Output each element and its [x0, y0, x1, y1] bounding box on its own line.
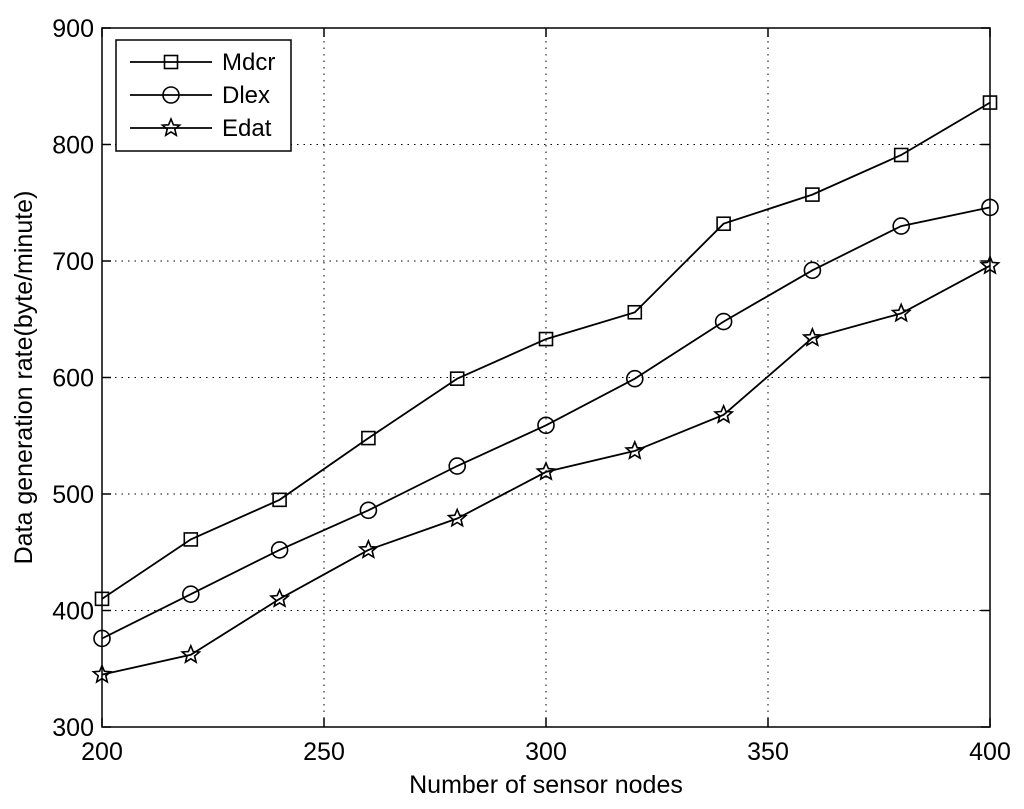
- data-point-dlex: [803, 261, 822, 280]
- data-point-mdcr: [716, 216, 731, 232]
- y-tick-label: 400: [52, 598, 94, 626]
- series-line-edat: [101, 264, 991, 676]
- axis-ticks: 200 250 300 350 400 300 400 500 600 700 800 900: [52, 15, 1011, 766]
- x-tick-label: 200: [81, 738, 123, 766]
- x-tick-label: 350: [747, 738, 789, 766]
- data-point-edat: [180, 643, 202, 664]
- data-point-mdcr: [183, 532, 199, 547]
- legend-label-dlex: Dlex: [222, 82, 270, 109]
- y-tick-label: 700: [52, 248, 94, 276]
- data-point-edat: [801, 326, 824, 347]
- data-point-mdcr: [805, 187, 820, 202]
- data-point-dlex: [448, 457, 467, 475]
- data-point-dlex: [270, 541, 289, 559]
- y-tick-label: 900: [52, 15, 94, 43]
- data-point-dlex: [625, 369, 644, 388]
- legend-label-edat: Edat: [222, 115, 272, 142]
- data-point-mdcr: [272, 492, 287, 508]
- data-point-mdcr: [449, 371, 465, 386]
- y-tick-label: 300: [52, 714, 94, 742]
- data-point-mdcr: [627, 304, 643, 320]
- x-tick-label: 400: [969, 738, 1011, 766]
- series-line-dlex: [101, 206, 991, 640]
- series-dlex: [93, 198, 999, 648]
- data-point-edat: [446, 507, 468, 528]
- data-point-edat: [890, 302, 912, 323]
- y-tick-label: 600: [52, 365, 94, 393]
- data-point-dlex: [537, 416, 555, 435]
- series-line-mdcr: [101, 101, 991, 600]
- data-point-mdcr: [361, 430, 376, 446]
- data-point-dlex: [892, 217, 911, 235]
- data-point-edat: [268, 587, 291, 608]
- series-mdcr: [94, 95, 998, 607]
- legend: Mdcr Dlex Edat: [115, 39, 292, 152]
- y-tick-label: 800: [52, 132, 94, 160]
- legend-marker-dlex: [162, 86, 180, 104]
- y-tick-label: 500: [52, 481, 94, 509]
- data-point-dlex: [714, 312, 733, 331]
- x-tick-label: 250: [303, 738, 345, 766]
- y-axis-label: Data generation rate(byte/minute): [10, 191, 38, 565]
- data-point-dlex: [359, 501, 378, 520]
- data-point-edat: [535, 460, 557, 481]
- legend-marker-mdcr: [163, 54, 179, 70]
- data-point-edat: [712, 403, 735, 424]
- data-point-dlex: [182, 585, 200, 603]
- legend-label-mdcr: Mdcr: [222, 49, 275, 76]
- data-point-mdcr: [538, 331, 554, 347]
- series-layer: [91, 95, 1001, 684]
- data-point-edat: [357, 538, 380, 559]
- series-edat: [91, 254, 1001, 684]
- x-axis-label: Number of sensor nodes: [409, 771, 683, 799]
- legend-marker-edat: [160, 116, 182, 138]
- data-point-mdcr: [893, 147, 909, 163]
- x-tick-label: 300: [525, 738, 567, 766]
- data-point-edat: [624, 439, 646, 460]
